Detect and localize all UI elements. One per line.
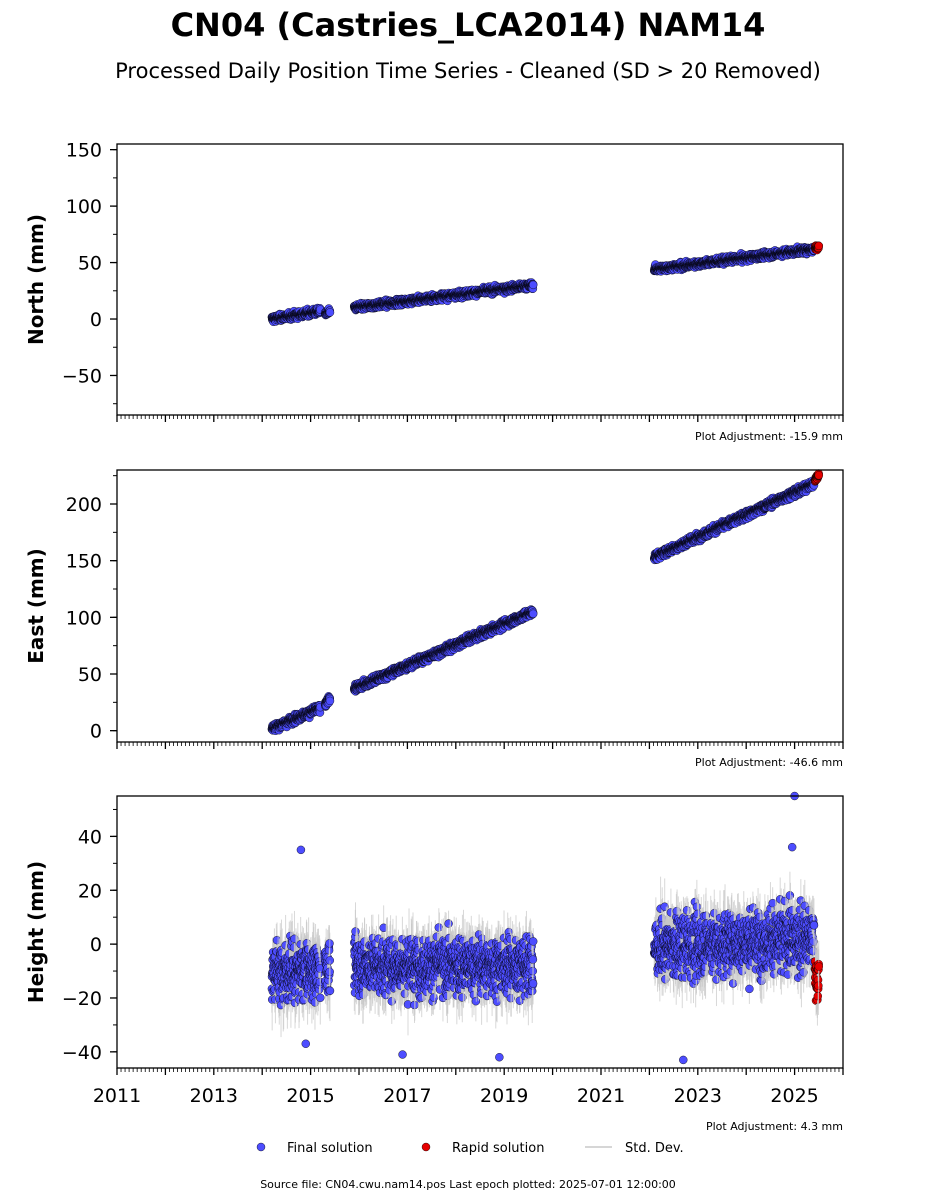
panels: 150 100 50 0 −50 North (mm) Plot Adjustment: -… [24, 140, 844, 1133]
y-tick-label: −50 [62, 365, 102, 387]
plot-adjustment-note: Plot Adjustment: -15.9 mm [695, 430, 843, 443]
data-point [814, 241, 823, 251]
y-tick-label: 150 [66, 140, 102, 162]
y-tick-label: 0 [90, 309, 102, 331]
data-point [325, 696, 335, 706]
plot-area-0 [267, 241, 823, 326]
axes-frame-0 [116, 143, 844, 416]
plot-area-1 [267, 469, 823, 735]
figure-subtitle: Processed Daily Position Time Series - C… [115, 59, 821, 83]
y-tick-label: 100 [66, 196, 102, 218]
y-tick-label: 50 [78, 253, 102, 275]
panel-0: 150 100 50 0 −50 North (mm) Plot Adjustment: -… [24, 140, 844, 443]
y-axis-label: North (mm) [24, 214, 48, 345]
data-point [529, 280, 538, 290]
data-point [325, 308, 335, 317]
data-point [529, 609, 538, 618]
figure-title: CN04 (Castries_LCA2014) NAM14 [171, 6, 766, 44]
